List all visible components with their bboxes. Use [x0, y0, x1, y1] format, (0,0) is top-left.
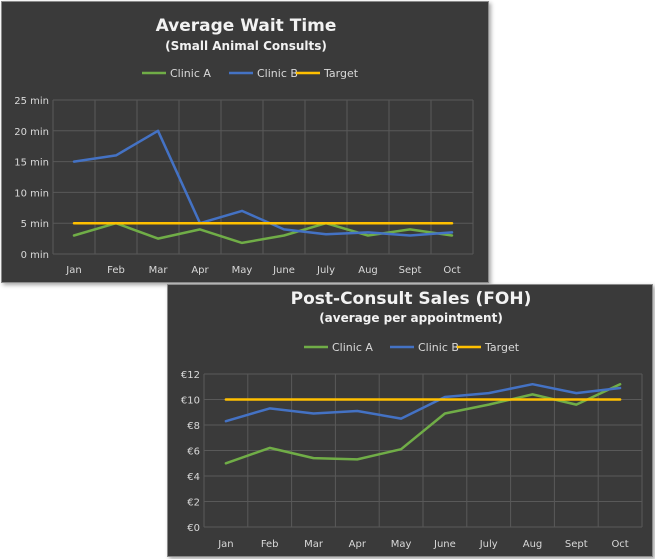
y-tick-label: €10 [181, 396, 200, 407]
x-tick-label: May [232, 265, 253, 276]
x-tick-label: Sept [565, 539, 588, 550]
chart-title: Post-Consult Sales (FOH) [291, 289, 532, 309]
sales-chart: Post-Consult Sales (FOH) (average per app… [181, 289, 643, 550]
legend-label-clinic-a: Clinic A [170, 67, 211, 80]
y-tick-label: €12 [181, 370, 200, 381]
x-tick-label: Jan [65, 265, 81, 276]
y-tick-label: €2 [187, 498, 200, 509]
y-tick-label: €4 [187, 472, 200, 483]
x-tick-label: Aug [358, 265, 378, 276]
y-tick-label: 20 min [14, 127, 49, 138]
x-tick-label: Sept [399, 265, 422, 276]
x-tick-label: Feb [107, 265, 125, 276]
x-tick-label: July [316, 265, 335, 276]
chart-title: Average Wait Time [156, 16, 337, 36]
legend-label-target: Target [484, 341, 520, 354]
x-tick-label: Feb [261, 539, 279, 550]
sales-chart-panel: Post-Consult Sales (FOH) (average per app… [167, 284, 653, 557]
x-tick-label: May [391, 539, 412, 550]
x-tick-label: Apr [191, 265, 209, 276]
y-tick-label: 0 min [21, 250, 49, 261]
x-tick-label: Jan [217, 539, 233, 550]
x-tick-label: July [479, 539, 498, 550]
chart-subtitle: (Small Animal Consults) [165, 39, 327, 53]
y-tick-label: €8 [187, 421, 200, 432]
series-line-clinic-b [72, 129, 454, 237]
y-tick-label: 15 min [14, 158, 49, 169]
legend-label-clinic-a: Clinic A [332, 341, 373, 354]
wait-time-chart: Average Wait Time (Small Animal Consults)… [14, 16, 474, 276]
x-tick-label: Mar [149, 265, 169, 276]
legend-label-clinic-b: Clinic B [257, 67, 298, 80]
y-tick-label: 10 min [14, 188, 49, 199]
series-line-clinic-b [224, 382, 622, 423]
x-tick-label: Aug [523, 539, 543, 550]
y-tick-label: 5 min [21, 219, 49, 230]
x-tick-label: Oct [443, 265, 460, 276]
y-tick-label: €6 [187, 447, 200, 458]
legend-label-clinic-b: Clinic B [418, 341, 459, 354]
x-tick-label: June [272, 265, 295, 276]
series-line-clinic-a [72, 221, 454, 245]
x-tick-label: Mar [304, 539, 324, 550]
x-tick-label: Apr [349, 539, 367, 550]
legend-label-target: Target [323, 67, 359, 80]
chart-subtitle: (average per appointment) [319, 311, 503, 325]
y-tick-label: 25 min [14, 96, 49, 107]
wait-time-chart-panel: Average Wait Time (Small Animal Consults)… [1, 1, 489, 283]
x-tick-label: June [433, 539, 456, 550]
y-tick-label: €0 [187, 523, 200, 534]
x-tick-label: Oct [611, 539, 628, 550]
